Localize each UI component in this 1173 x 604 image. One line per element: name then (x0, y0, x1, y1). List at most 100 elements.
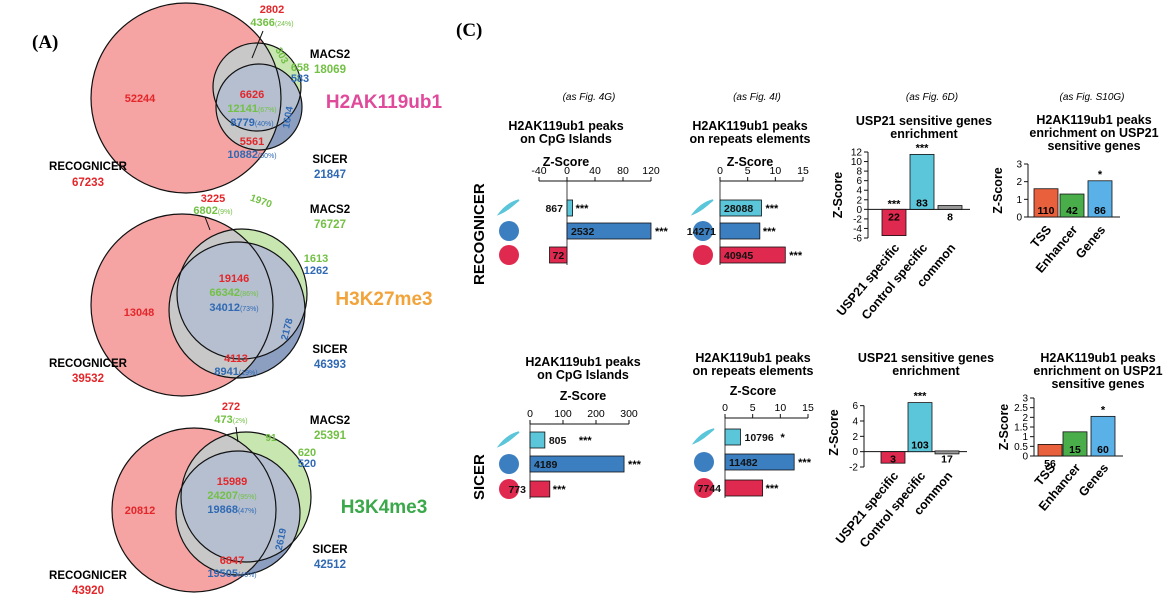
rec-macs-green-count: 473(2%) (214, 414, 247, 426)
macs-only-count: 91 (265, 433, 277, 444)
x-tick-label: 0 (564, 165, 570, 177)
center-red-count: 19146 (219, 273, 250, 285)
venn-recognicer-outline (111, 427, 277, 593)
sicer-name: SICER (312, 544, 348, 556)
y-tick-label: 2 (856, 195, 862, 206)
red-circle-icon (694, 478, 714, 498)
y-tick-label: -2 (849, 463, 858, 474)
data-label: 15 (1069, 444, 1081, 456)
y-axis-label: Z-Score (991, 167, 1005, 214)
recognicer-total: 67233 (72, 177, 104, 189)
bar (1090, 415, 1116, 457)
data-label: 8 (947, 211, 953, 223)
rec-sicer-blue-count: 19505(46%) (207, 568, 256, 580)
bar (907, 402, 933, 453)
venn-diagrams: RECOGNICER 67233 MACS2 18069 SICER 21847 H2AK1… (49, 2, 443, 597)
venn-2: RECOGNICER 39532 MACS2 76727 SICER 46393 H3K27… (49, 193, 433, 397)
blue-circle-icon (499, 454, 519, 474)
data-label: 103 (911, 440, 929, 452)
chart-title-line: enrichment on USP21 (1033, 364, 1162, 378)
macs2-name: MACS2 (310, 204, 350, 216)
percent: (95%) (238, 494, 257, 501)
rec-sicer-red-count: 6847 (220, 555, 244, 567)
recognicer-only-count: 13048 (124, 307, 155, 319)
data-label: 2532 (571, 226, 595, 238)
chart-title-line: sensitive genes (1047, 139, 1140, 153)
x-tick-label: 15 (797, 165, 809, 177)
rec-sicer-red-count: 4113 (224, 353, 248, 365)
percent: (47%) (238, 508, 257, 515)
rec-macs-green-count: 4366(24%) (250, 17, 293, 29)
col-ref-4g: (as Fig. 4G) (563, 92, 616, 103)
hbar-chart-4: H2AK119ub1 peaks on CpG Islands Z-Score 0 10… (496, 355, 642, 499)
histone-mark-label: H3K4me3 (341, 497, 428, 518)
count: 8941 (214, 366, 238, 378)
column-references: (as Fig. 4G) (as Fig. 4I) (as Fig. 6D) (… (563, 92, 1125, 103)
data-label: 14271 (687, 226, 716, 238)
significance-stars: *** (798, 457, 812, 469)
significance-stars: *** (766, 483, 780, 495)
percent: (2%) (233, 418, 248, 425)
chart-title: H2AK119ub1 peaks on repeats elements (690, 119, 811, 146)
panel-label-a: (A) (32, 32, 58, 53)
bar (1062, 431, 1088, 457)
cpg-leaf-icon (496, 199, 520, 216)
rec-macs-red-count: 2802 (260, 4, 284, 16)
count: 34012 (209, 302, 240, 314)
y-tick-label: 3 (1022, 394, 1028, 405)
blue-circle-icon (499, 221, 519, 241)
rec-macs-red-count: 3225 (201, 193, 225, 205)
venn-recognicer-outline (90, 213, 274, 397)
significance-stars: *** (553, 484, 567, 496)
y-tick-label: -2 (853, 214, 862, 225)
chart-title-line: H2AK119ub1 peaks (695, 351, 810, 365)
vbar-chart-6: USP21 sensitive genes enrichment -2 0 2 4 6 Z-S… (827, 351, 994, 550)
bar (934, 450, 960, 455)
percent: (86%) (240, 291, 259, 298)
x-tick-label: 100 (554, 408, 572, 420)
significance-stars: *** (789, 250, 803, 262)
leader-line (204, 216, 211, 231)
y-tick-label: 8 (856, 167, 862, 178)
chart-title-line: sensitive genes (1051, 377, 1144, 391)
bar (881, 208, 907, 237)
y-tick-label: -6 (853, 234, 862, 245)
data-label: 22 (888, 211, 900, 223)
chart-title-line: enrichment (892, 364, 960, 378)
bar (724, 453, 795, 471)
histone-mark-label: H3K27me3 (335, 289, 432, 310)
macs2-total: 25391 (314, 430, 347, 442)
count: 473 (214, 414, 232, 426)
rec-sicer-blue-count: 8941(19%) (214, 366, 257, 378)
data-label: 773 (508, 484, 526, 496)
bar (719, 246, 786, 264)
rec-macs-green-count: 6802(9%) (193, 205, 232, 217)
y-tick-label: 2 (1016, 177, 1022, 188)
data-label: 72 (553, 250, 565, 262)
chart-title-line: enrichment (890, 127, 958, 141)
rec-sicer-red-count: 5561 (240, 136, 264, 148)
bar (1037, 443, 1063, 457)
histone-mark-label: H2AK119ub1 (326, 92, 443, 113)
y-tick-label: 2.5 (1014, 403, 1028, 414)
overlap-macs-sicer (177, 242, 305, 359)
sicer-total: 42512 (314, 559, 346, 571)
venn-macs2-outline (180, 431, 312, 563)
recognicer-name: RECOGNICER (49, 570, 128, 582)
bar (880, 451, 906, 464)
rec-sicer-blue-count: 10882(50%) (227, 149, 276, 161)
x-tick-label: 15 (802, 402, 814, 414)
y-tick-label: 2 (1022, 413, 1028, 424)
count: 24207 (207, 490, 238, 502)
data-label: 7744 (698, 483, 722, 495)
count: 8779 (230, 117, 254, 129)
y-tick-label: 6 (852, 401, 858, 412)
x-tick-label: 5 (750, 402, 756, 414)
chart-title-line: USP21 sensitive genes (858, 351, 994, 365)
chart-title-line: H2AK119ub1 peaks (1036, 113, 1151, 127)
bar (909, 153, 935, 210)
vbar-chart-2: USP21 sensitive genes enrichment -6-4-2024… (831, 114, 992, 322)
chart-title-line: on CpG Islands (537, 368, 629, 382)
venn-sicer-outline (175, 450, 301, 576)
